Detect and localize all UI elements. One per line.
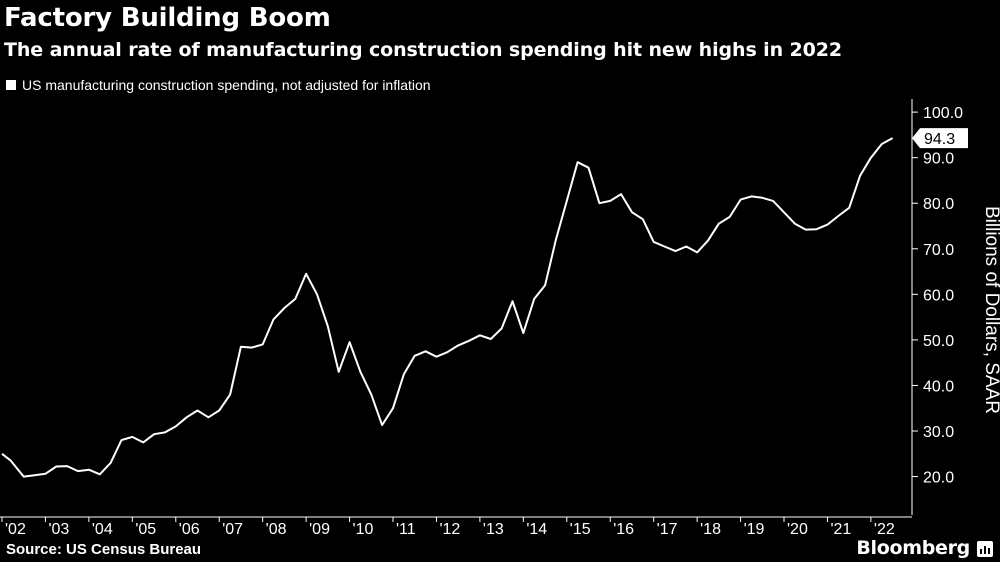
- source-note: Source: US Census Bureau: [6, 541, 202, 558]
- y-tick-label: 60.0: [923, 287, 954, 304]
- y-tick-label: 100.0: [923, 105, 963, 122]
- x-tick-label: '04: [92, 521, 113, 538]
- y-tick-label: 20.0: [923, 470, 954, 487]
- x-tick-label: '02: [5, 521, 26, 538]
- chart-title: Factory Building Boom: [4, 3, 331, 33]
- bar-chart-icon: [977, 541, 993, 557]
- x-tick-label: '10: [353, 521, 374, 538]
- y-tick-label: 40.0: [923, 378, 954, 395]
- y-tick-label: 70.0: [923, 242, 954, 259]
- x-tick-label: '15: [570, 521, 591, 538]
- x-tick-label: '22: [874, 521, 895, 538]
- legend-label: US manufacturing construction spending, …: [22, 77, 431, 93]
- x-tick-label: '05: [135, 521, 156, 538]
- chart-subtitle: The annual rate of manufacturing constru…: [4, 39, 843, 61]
- y-tick-label: 50.0: [923, 333, 954, 350]
- x-tick-label: '20: [787, 521, 808, 538]
- x-tick-label: '16: [613, 521, 634, 538]
- y-tick-label: 30.0: [923, 424, 954, 441]
- legend-swatch: [6, 80, 16, 90]
- x-tick-label: '17: [657, 521, 678, 538]
- y-tick-label: 80.0: [923, 196, 954, 213]
- y-axis-title: Billions of Dollars, SAAR: [981, 206, 1000, 414]
- x-tick-label: '03: [48, 521, 69, 538]
- x-tick-label: '11: [396, 521, 416, 538]
- last-value-callout: 94.3: [912, 128, 968, 149]
- x-tick-label: '08: [266, 521, 287, 538]
- last-value-label: 94.3: [924, 131, 955, 148]
- brand-logo: Bloomberg: [856, 537, 970, 559]
- last-value-box: [912, 128, 968, 149]
- y-tick-label: 90.0: [923, 151, 954, 168]
- x-axis: '02 '03 '04 '05 '06 '07 '08 '09 '10 '11 '12 '13 '14 '…: [0, 516, 912, 538]
- x-tick-label: '12: [439, 521, 460, 538]
- x-tick-label: '13: [483, 521, 504, 538]
- x-tick-label: '14: [526, 521, 547, 538]
- x-tick-label: '18: [700, 521, 721, 538]
- x-tick-label: '19: [744, 521, 765, 538]
- series-group: [1, 137, 894, 478]
- series-line: [1, 137, 894, 478]
- y-axis: 20.0 30.0 40.0 50.0 60.0 70.0 80.0 90.0 100.0: [911, 99, 963, 515]
- x-tick-label: '06: [179, 521, 200, 538]
- legend: US manufacturing construction spending, …: [6, 76, 431, 94]
- x-tick-label: '07: [222, 521, 243, 538]
- x-tick-label: '21: [830, 521, 851, 538]
- x-tick-label: '09: [309, 521, 330, 538]
